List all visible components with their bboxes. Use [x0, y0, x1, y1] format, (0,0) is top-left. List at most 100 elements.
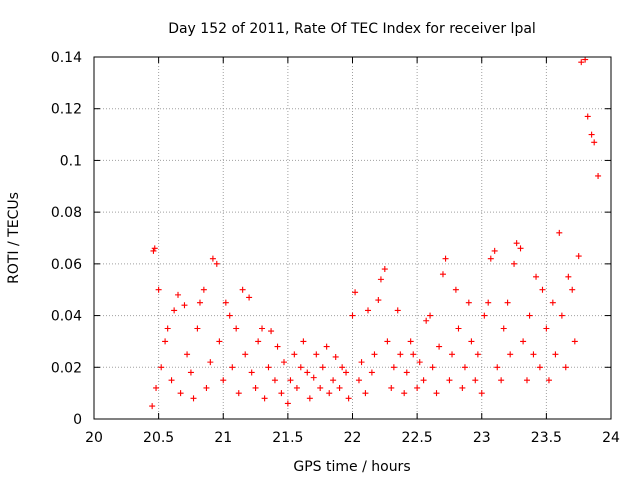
data-point — [349, 312, 356, 319]
data-point — [149, 403, 156, 410]
data-point — [345, 395, 352, 402]
data-point — [371, 351, 378, 358]
data-point — [255, 338, 262, 345]
data-point — [336, 384, 343, 391]
data-point — [200, 286, 207, 293]
data-point — [562, 364, 569, 371]
data-point — [317, 384, 324, 391]
data-point — [394, 307, 401, 314]
data-point — [397, 351, 404, 358]
data-point — [433, 390, 440, 397]
data-point — [533, 273, 540, 280]
data-point — [410, 351, 417, 358]
data-point — [313, 351, 320, 358]
data-point — [481, 312, 488, 319]
data-point — [536, 364, 543, 371]
data-point — [549, 299, 556, 306]
data-point — [181, 302, 188, 309]
data-point — [377, 276, 384, 283]
data-point — [291, 351, 298, 358]
data-point — [355, 377, 362, 384]
data-point — [468, 338, 475, 345]
data-point — [575, 253, 582, 260]
data-point — [150, 247, 157, 254]
x-tick-labels: 20 20.5 21 21.5 22 22.5 23 23.5 24 — [85, 430, 620, 446]
x-tick-label: 22.5 — [402, 430, 433, 446]
data-point — [520, 338, 527, 345]
data-point — [423, 317, 430, 324]
data-point — [459, 384, 466, 391]
data-point — [472, 377, 479, 384]
data-point — [558, 312, 565, 319]
data-point — [403, 369, 410, 376]
data-point — [569, 286, 576, 293]
data-point — [242, 351, 249, 358]
data-point — [523, 377, 530, 384]
data-point — [375, 297, 382, 304]
data-point — [388, 384, 395, 391]
y-tick-label: 0.14 — [51, 50, 82, 66]
data-point — [455, 325, 462, 332]
data-point — [246, 294, 253, 301]
data-point — [500, 325, 507, 332]
data-point — [229, 364, 236, 371]
data-point — [216, 338, 223, 345]
data-point — [293, 384, 300, 391]
data-point — [252, 384, 259, 391]
data-point — [268, 328, 275, 335]
data-point — [429, 364, 436, 371]
y-tick-label: 0.04 — [51, 309, 82, 325]
data-point — [310, 374, 317, 381]
data-point — [390, 364, 397, 371]
data-point — [427, 312, 434, 319]
data-point — [343, 369, 350, 376]
data-point — [220, 377, 227, 384]
data-point — [300, 338, 307, 345]
data-point — [452, 286, 459, 293]
data-point — [485, 299, 492, 306]
x-tick-label: 21.5 — [272, 430, 303, 446]
y-tick-label: 0.08 — [51, 205, 82, 221]
data-point — [248, 369, 255, 376]
data-point — [552, 351, 559, 358]
data-point — [507, 351, 514, 358]
data-point — [297, 364, 304, 371]
data-point — [571, 338, 578, 345]
data-point — [278, 390, 285, 397]
data-point — [261, 395, 268, 402]
data-point — [504, 299, 511, 306]
y-tick-label: 0.06 — [51, 257, 82, 273]
data-point — [194, 325, 201, 332]
grid-lines — [94, 57, 611, 419]
data-point — [177, 390, 184, 397]
chart-title: Day 152 of 2011, Rate Of TEC Index for r… — [168, 21, 536, 37]
data-point — [442, 255, 449, 262]
axis-ticks — [93, 56, 612, 420]
y-tick-label: 0.1 — [60, 153, 82, 169]
data-point — [207, 359, 214, 366]
data-point — [578, 59, 585, 66]
data-point — [584, 113, 591, 120]
data-point — [446, 377, 453, 384]
data-point — [365, 307, 372, 314]
y-tick-label: 0.12 — [51, 102, 82, 118]
data-point — [513, 240, 520, 247]
data-point — [235, 390, 242, 397]
data-point — [274, 343, 281, 350]
data-point — [184, 351, 191, 358]
data-point — [582, 56, 589, 63]
y-tick-label: 0 — [73, 412, 82, 428]
data-point — [306, 395, 313, 402]
data-point — [420, 377, 427, 384]
data-point — [358, 359, 365, 366]
x-axis-label: GPS time / hours — [293, 459, 410, 475]
data-point — [465, 299, 472, 306]
data-point — [414, 384, 421, 391]
data-point — [401, 390, 408, 397]
data-point — [487, 255, 494, 262]
data-point — [319, 364, 326, 371]
data-point — [384, 338, 391, 345]
x-tick-label: 21 — [214, 430, 232, 446]
data-point — [332, 353, 339, 360]
